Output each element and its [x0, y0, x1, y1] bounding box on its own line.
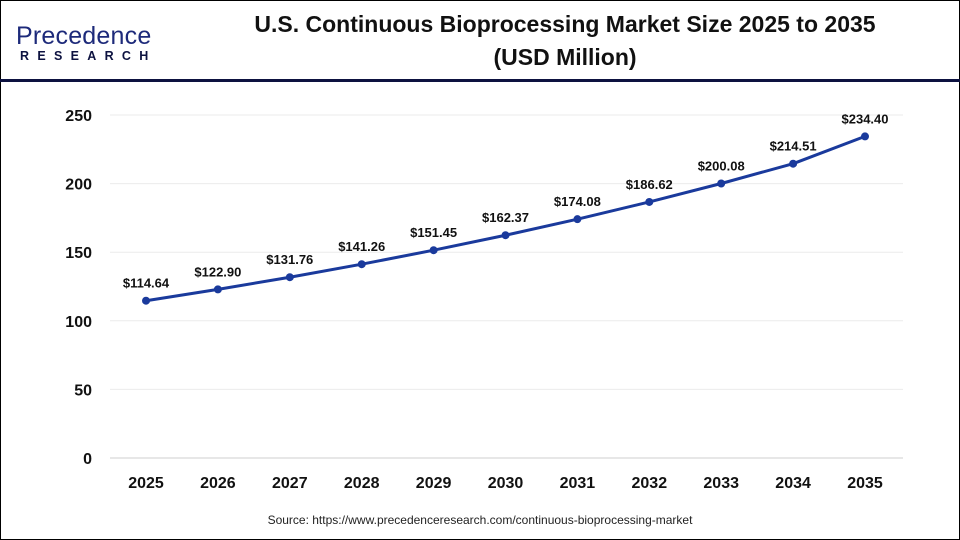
data-point [645, 197, 654, 206]
x-tick-label: 2028 [344, 475, 380, 492]
title-line-2: (USD Million) [493, 44, 637, 70]
data-label: $151.45 [410, 225, 457, 240]
x-tick-label: 2031 [560, 475, 596, 492]
data-point [789, 159, 798, 168]
x-tick-label: 2032 [632, 475, 668, 492]
data-point [717, 179, 726, 188]
data-point [573, 215, 582, 224]
x-tick-label: 2033 [703, 475, 739, 492]
data-point [429, 246, 438, 255]
title-line-1: U.S. Continuous Bioprocessing Market Siz… [254, 11, 876, 37]
x-tick-label: 2034 [775, 475, 811, 492]
data-point [142, 296, 150, 305]
y-tick-label: 200 [65, 177, 92, 194]
header-divider [0, 79, 960, 82]
data-label: $114.64 [123, 276, 170, 291]
logo-sub: RESEARCH [20, 49, 157, 63]
data-point [501, 231, 510, 240]
data-point [285, 273, 294, 282]
y-tick-label: 150 [65, 245, 92, 262]
y-tick-label: 100 [65, 314, 92, 331]
data-label: $141.26 [338, 239, 385, 254]
data-label: $122.90 [194, 264, 241, 279]
x-tick-label: 2029 [416, 475, 452, 492]
data-label: $186.62 [626, 177, 673, 192]
x-tick-label: 2026 [200, 475, 236, 492]
data-label: $162.37 [482, 210, 529, 225]
y-tick-label: 50 [74, 382, 92, 399]
data-label: $214.51 [770, 139, 817, 154]
precedence-research-logo: Precedence RESEARCH [16, 22, 166, 64]
data-point [861, 132, 869, 141]
y-tick-label: 0 [83, 451, 92, 468]
x-tick-label: 2025 [128, 475, 164, 492]
x-tick-label: 2030 [488, 475, 524, 492]
logo-brand: Precedence [16, 22, 152, 50]
data-point [357, 260, 366, 269]
data-label: $174.08 [554, 194, 601, 209]
data-label: $234.40 [842, 111, 889, 126]
source-note: Source: https://www.precedenceresearch.c… [267, 513, 693, 527]
data-label: $131.76 [266, 252, 313, 267]
data-label: $200.08 [698, 158, 745, 173]
x-tick-label: 2027 [272, 475, 308, 492]
x-tick-label: 2035 [847, 475, 883, 492]
y-tick-label: 250 [65, 108, 92, 125]
chart-title: U.S. Continuous Bioprocessing Market Siz… [190, 8, 940, 74]
data-point [213, 285, 222, 294]
